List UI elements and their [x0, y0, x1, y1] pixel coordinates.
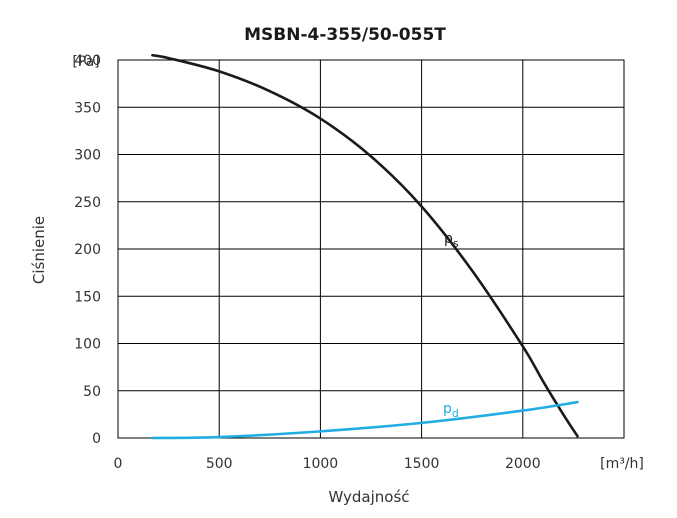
- y-unit-label: [Pa]: [72, 54, 99, 70]
- y-tick-label: 400: [74, 53, 101, 69]
- series: ps pd: [151, 53, 579, 440]
- chart-title: MSBN-4-355/50-055T: [244, 25, 446, 45]
- series-label-ps: ps: [444, 231, 459, 250]
- y-tick-label: 50: [83, 384, 101, 400]
- y-tick-label: 300: [74, 148, 101, 164]
- series-line-pd: [151, 400, 579, 440]
- y-axis-label: Ciśnienie: [30, 216, 48, 284]
- y-axis-ticks: 0 50 100 150 200 250 300 350 400: [74, 53, 101, 447]
- x-axis-label: Wydajność: [328, 488, 409, 506]
- y-tick-label: 0: [92, 431, 101, 447]
- y-tick-label: 150: [74, 289, 101, 305]
- y-tick-label: 200: [74, 242, 101, 258]
- x-tick-label: 1000: [303, 456, 339, 472]
- grid: [117, 59, 625, 439]
- x-axis-ticks: 0 500 1000 1500 2000: [114, 456, 541, 472]
- x-unit-label: [m³/h]: [600, 456, 644, 472]
- x-tick-label: 1500: [404, 456, 440, 472]
- x-tick-label: 500: [206, 456, 233, 472]
- y-tick-label: 350: [74, 100, 101, 116]
- series-line-ps: [151, 53, 579, 438]
- series-label-pd: pd: [443, 401, 459, 420]
- x-tick-label: 2000: [505, 456, 541, 472]
- y-tick-label: 100: [74, 337, 101, 353]
- y-tick-label: 250: [74, 195, 101, 211]
- x-tick-label: 0: [114, 456, 123, 472]
